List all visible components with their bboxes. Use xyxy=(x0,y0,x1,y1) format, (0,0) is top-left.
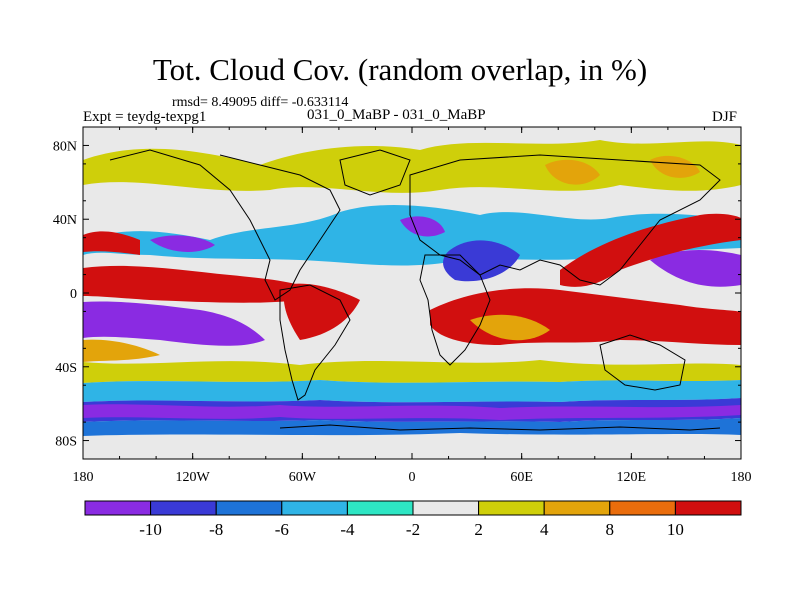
x-axis: 180 120W 60W 0 60E 120E 180 xyxy=(73,127,752,485)
north-red-band-east xyxy=(560,213,741,287)
coast-south-america xyxy=(279,284,351,401)
coast-greenland xyxy=(339,149,411,196)
colorbar-swatch xyxy=(84,500,152,516)
north-pacific-purple xyxy=(150,235,215,252)
colorbar-swatch xyxy=(215,500,283,516)
north-orange-blob-2 xyxy=(650,155,700,178)
coast-north-america xyxy=(109,149,341,301)
south-pacific-purple xyxy=(83,301,265,346)
x-tick-label: 180 xyxy=(73,470,94,485)
south-blue-band xyxy=(83,380,741,403)
colorbar: -10 -8 -6 -4 -2 2 4 8 10 xyxy=(84,500,742,539)
y-tick-label: 80S xyxy=(55,435,77,450)
colorbar-swatch xyxy=(150,500,217,516)
antarctic-blue-band xyxy=(83,418,741,440)
colorbar-label: -4 xyxy=(340,520,355,539)
colorbar-label: -6 xyxy=(275,520,289,539)
coast-africa xyxy=(419,254,491,366)
colorbar-swatch xyxy=(543,500,611,516)
x-tick-label: 60W xyxy=(289,470,317,485)
pacific-purple-north xyxy=(650,250,741,287)
coast-australia xyxy=(599,334,686,391)
coast-eurasia xyxy=(409,154,721,286)
colorbar-label: 8 xyxy=(606,520,615,539)
colorbar-label: -2 xyxy=(406,520,420,539)
atlantic-purple xyxy=(400,216,445,237)
colorbar-swatch xyxy=(609,500,676,516)
coastlines xyxy=(109,149,721,431)
south-yellow-band xyxy=(83,360,741,383)
north-red-band-west xyxy=(83,231,140,255)
colorbar-label: 10 xyxy=(667,520,684,539)
south-purple-band xyxy=(83,404,741,420)
x-tick-label: 180 xyxy=(731,470,752,485)
x-tick-label: 60E xyxy=(510,470,533,485)
y-tick-label: 0 xyxy=(70,287,77,302)
colorbar-label: 2 xyxy=(474,520,483,539)
colorbar-label: 4 xyxy=(540,520,549,539)
season-label: DJF xyxy=(712,109,738,125)
x-tick-label: 0 xyxy=(409,470,416,485)
colorbar-swatch xyxy=(674,500,742,516)
asia-purple xyxy=(443,240,520,282)
colorbar-swatch xyxy=(346,500,414,516)
x-tick-label: 120E xyxy=(617,470,647,485)
equatorial-red-west xyxy=(83,265,300,303)
colorbar-swatch xyxy=(281,500,348,516)
map-area xyxy=(83,127,741,459)
x-tick-label: 120W xyxy=(176,470,211,485)
colorbar-swatch xyxy=(412,500,480,516)
colorbar-swatch xyxy=(478,500,545,516)
south-pacific-orange xyxy=(83,339,160,362)
runs-label: 031_0_MaBP - 031_0_MaBP xyxy=(307,107,486,123)
y-tick-label: 40N xyxy=(53,213,77,228)
coast-antarctica xyxy=(279,424,721,431)
colorbar-label: -8 xyxy=(209,520,223,539)
antarctic-gray xyxy=(83,433,741,459)
y-tick-label: 40S xyxy=(55,361,77,376)
plot-title: Tot. Cloud Cov. (random overlap, in %) xyxy=(152,52,648,87)
y-axis: 80N 40N 0 40S 80S xyxy=(53,126,741,460)
equatorial-orange-indian xyxy=(470,314,550,341)
equatorial-red-atlantic xyxy=(283,283,360,340)
north-mid-blue-band xyxy=(83,204,741,266)
north-orange-blob-1 xyxy=(545,159,600,185)
colorbar-label: -10 xyxy=(139,520,162,539)
stats-text: rmsd= 8.49095 diff= -0.633114 xyxy=(172,95,349,110)
y-tick-label: 80N xyxy=(53,139,77,154)
experiment-label: Expt = teydg-texpg1 xyxy=(83,109,207,125)
